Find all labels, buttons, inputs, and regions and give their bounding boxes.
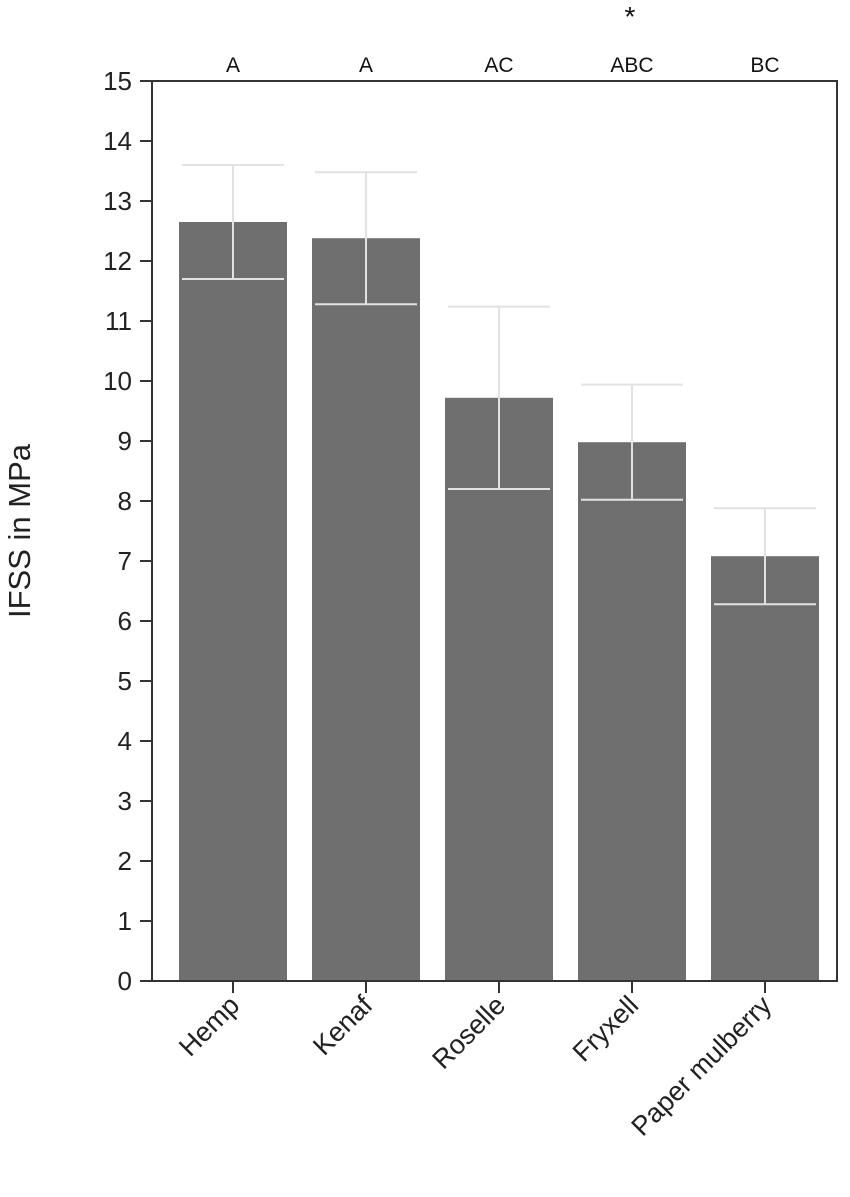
bar — [711, 556, 819, 981]
group-letter: ABC — [610, 54, 653, 77]
y-axis-title: IFSS in MPa — [2, 443, 37, 618]
plot-frame — [151, 80, 838, 982]
y-tick-label: 10 — [103, 366, 132, 396]
bar — [578, 442, 686, 981]
bars — [179, 222, 819, 981]
x-tick-label: Kenaf — [307, 990, 378, 1061]
y-tick-label: 5 — [118, 666, 132, 696]
error-bars — [182, 164, 816, 606]
bar — [179, 222, 287, 981]
group-letter: A — [226, 54, 240, 77]
y-tick-label: 1 — [118, 906, 132, 936]
y-tick-label: 2 — [118, 846, 132, 876]
y-tick-label: 14 — [103, 126, 132, 156]
significance-star: * — [625, 1, 636, 32]
x-tick-label: Roselle — [426, 990, 511, 1075]
x-tick-label: Paper mulberry — [626, 990, 778, 1142]
y-tick-label: 8 — [118, 486, 132, 516]
y-tick-label: 6 — [118, 606, 132, 636]
group-letter: BC — [750, 54, 779, 77]
x-tick-label: Hemp — [173, 990, 245, 1062]
y-tick-label: 0 — [118, 966, 132, 996]
y-tick-label: 11 — [105, 306, 132, 336]
y-tick-label: 3 — [118, 786, 132, 816]
y-tick-label: 12 — [103, 246, 132, 276]
y-tick-label: 7 — [118, 546, 132, 576]
group-letter: AC — [484, 54, 513, 77]
group-letter: A — [359, 54, 373, 77]
group-letters: A A AC ABC BC — [226, 54, 780, 77]
bar — [312, 238, 420, 981]
bar — [445, 397, 553, 981]
y-tick-label: 15 — [103, 66, 132, 96]
y-tick-label: 13 — [103, 186, 132, 216]
y-tick-label: 4 — [118, 726, 132, 756]
x-tick-label: Fryxell — [567, 990, 644, 1067]
y-tick-label: 9 — [118, 426, 132, 456]
